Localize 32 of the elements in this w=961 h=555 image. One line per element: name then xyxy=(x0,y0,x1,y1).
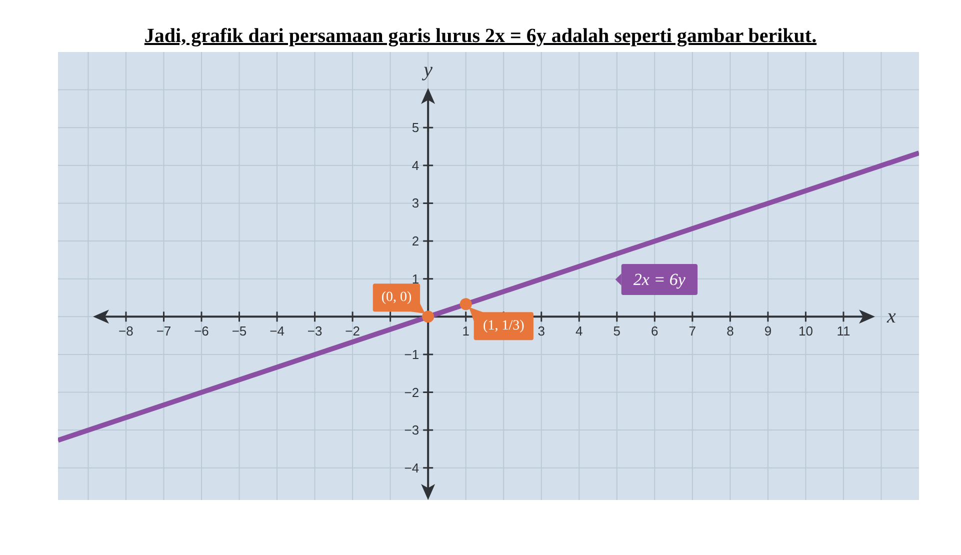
x-tick-label: 11 xyxy=(836,324,850,339)
x-tick-label: −6 xyxy=(194,324,209,339)
y-tick-label: 5 xyxy=(412,120,420,136)
x-tick-label: 8 xyxy=(726,324,734,339)
x-axis-title: x xyxy=(886,306,896,328)
y-axis-title: y xyxy=(422,59,433,81)
y-tick-label: −3 xyxy=(404,422,420,438)
y-tick-label: −2 xyxy=(404,384,420,400)
x-tick-label: 9 xyxy=(764,324,772,339)
y-tick-label: 1 xyxy=(412,271,420,286)
x-tick-label: 5 xyxy=(613,324,621,339)
x-tick-label: 7 xyxy=(688,324,696,339)
y-tick-label: −4 xyxy=(404,460,420,476)
x-tick-label: 3 xyxy=(538,324,545,339)
data-label: (1, 1/3) xyxy=(483,318,525,334)
x-tick-label: 4 xyxy=(576,324,583,339)
x-tick-label: −2 xyxy=(345,324,360,339)
legend-label: 2x = 6y xyxy=(633,270,686,289)
x-tick-label: 6 xyxy=(651,324,658,339)
x-tick-label: −5 xyxy=(232,324,247,339)
x-tick-label: −8 xyxy=(118,324,134,339)
x-tick-label: −4 xyxy=(270,324,284,339)
x-tick-label: 10 xyxy=(798,324,813,339)
y-tick-label: −1 xyxy=(404,346,420,362)
y-tick-label: 3 xyxy=(412,196,420,211)
data-label: (0, 0) xyxy=(381,290,412,306)
y-tick-label: 2 xyxy=(412,234,420,249)
chart-title: Jadi, grafik dari persamaan garis lurus 2x = 6y adalah seperti gambar berikut. xyxy=(144,25,817,47)
x-tick-label: −3 xyxy=(307,324,322,339)
y-tick-label: 4 xyxy=(412,158,420,173)
x-tick-label: −7 xyxy=(156,324,172,339)
x-tick-label: 1 xyxy=(462,324,470,339)
